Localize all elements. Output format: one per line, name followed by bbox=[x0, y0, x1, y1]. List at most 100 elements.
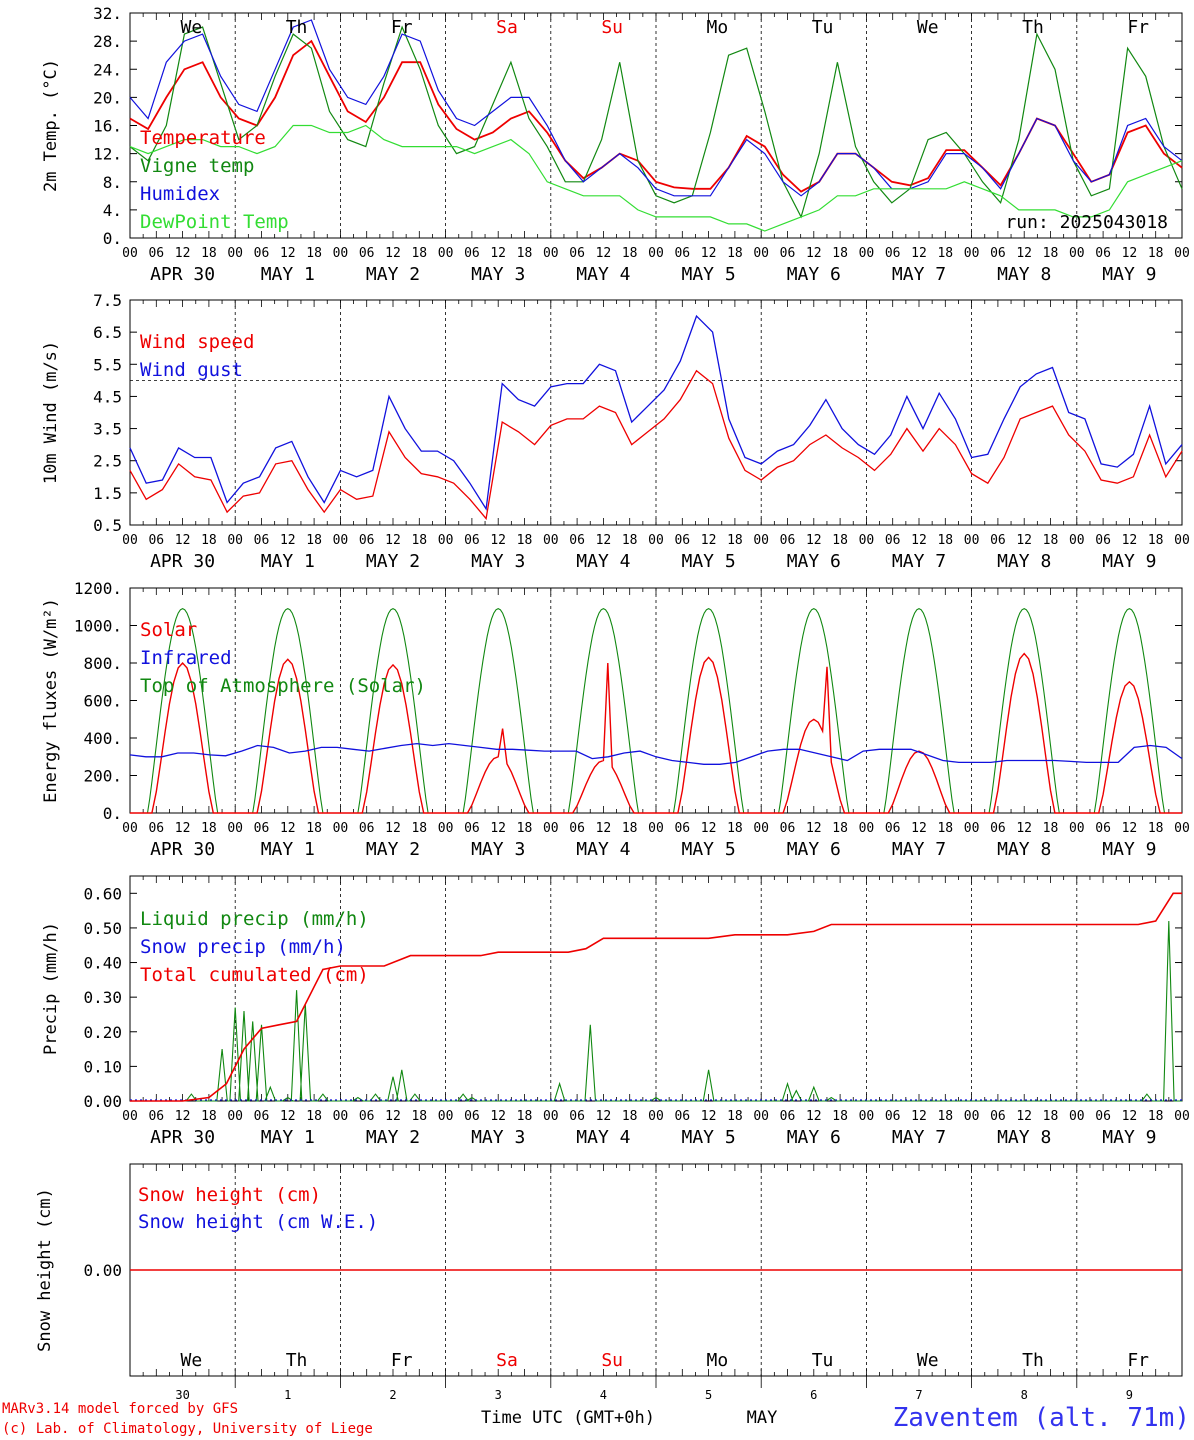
y-axis-label: Snow height (cm) bbox=[35, 1188, 55, 1352]
hour-tick-label: 18 bbox=[832, 246, 848, 261]
hour-tick-label: 18 bbox=[411, 533, 427, 548]
hour-tick-label: 00 bbox=[227, 246, 243, 261]
panel-frame bbox=[129, 587, 1183, 814]
hour-tick-label: 12 bbox=[280, 533, 296, 548]
y-tick-label: 3.5 bbox=[93, 420, 122, 439]
hour-tick-label: 12 bbox=[596, 533, 612, 548]
day-of-week-label: Fr bbox=[391, 1350, 413, 1371]
hour-tick-label: 18 bbox=[727, 533, 743, 548]
hour-tick-label: 00 bbox=[1174, 533, 1190, 548]
hour-tick-label: 18 bbox=[306, 246, 322, 261]
hour-tick-label: 12 bbox=[806, 821, 822, 836]
hour-tick-label: 12 bbox=[596, 821, 612, 836]
day-date-label: MAY 2 bbox=[366, 264, 420, 285]
hour-tick-label: 18 bbox=[727, 1109, 743, 1124]
hour-tick-label: 12 bbox=[385, 821, 401, 836]
hour-tick-label: 12 bbox=[490, 533, 506, 548]
hour-tick-label: 00 bbox=[1069, 533, 1085, 548]
hour-tick-label: 06 bbox=[780, 533, 796, 548]
day-number-label: 3 bbox=[495, 1388, 502, 1402]
series-total-cumulated bbox=[130, 892, 1182, 1102]
day-date-label: MAY 5 bbox=[682, 264, 736, 285]
hour-tick-label: 06 bbox=[674, 821, 690, 836]
hour-tick-label: 06 bbox=[674, 246, 690, 261]
time-axis-label: Time UTC (GMT+0h) bbox=[481, 1408, 655, 1428]
day-number-label: 5 bbox=[705, 1388, 712, 1402]
day-of-week-label: Th bbox=[286, 1350, 308, 1371]
hour-tick-label: 18 bbox=[937, 821, 953, 836]
day-date-label: MAY 9 bbox=[1102, 264, 1156, 285]
day-date-label: MAY 3 bbox=[471, 264, 525, 285]
hour-tick-label: 06 bbox=[674, 533, 690, 548]
hour-tick-label: 00 bbox=[438, 246, 454, 261]
hour-tick-label: 00 bbox=[438, 533, 454, 548]
hour-tick-label: 18 bbox=[306, 1109, 322, 1124]
y-tick-label: 0.00 bbox=[83, 1261, 122, 1280]
day-of-week-label: Tu bbox=[812, 17, 834, 38]
hour-tick-label: 12 bbox=[1016, 1109, 1032, 1124]
day-date-label: MAY 3 bbox=[471, 1127, 525, 1148]
day-of-week-label: Mo bbox=[707, 17, 729, 38]
hour-tick-label: 00 bbox=[227, 533, 243, 548]
hour-tick-label: 18 bbox=[937, 1109, 953, 1124]
day-date-label: MAY 7 bbox=[892, 264, 946, 285]
day-of-week-label: Su bbox=[601, 1350, 623, 1371]
legend-solar: Solar bbox=[140, 619, 197, 641]
y-tick-label: 1.5 bbox=[93, 484, 122, 503]
legend-infrared: Infrared bbox=[140, 647, 232, 669]
hour-tick-label: 12 bbox=[280, 246, 296, 261]
day-of-week-label: We bbox=[917, 1350, 939, 1371]
hour-tick-label: 06 bbox=[254, 533, 270, 548]
hour-tick-label: 12 bbox=[701, 821, 717, 836]
y-tick-label: 800. bbox=[83, 654, 122, 673]
hour-tick-label: 00 bbox=[964, 1109, 980, 1124]
hour-tick-label: 00 bbox=[1069, 246, 1085, 261]
legend-snow-height-cm-: Snow height (cm) bbox=[138, 1184, 321, 1206]
day-number-label: 30 bbox=[175, 1388, 189, 1402]
hour-tick-label: 06 bbox=[780, 821, 796, 836]
day-date-label: MAY 6 bbox=[787, 264, 841, 285]
day-of-week-label: Th bbox=[286, 17, 308, 38]
y-tick-label: 0.00 bbox=[83, 1092, 122, 1111]
hour-tick-label: 18 bbox=[1043, 821, 1059, 836]
hour-tick-label: 18 bbox=[201, 533, 217, 548]
hour-tick-label: 18 bbox=[1148, 821, 1164, 836]
day-number-label: 2 bbox=[389, 1388, 396, 1402]
day-date-label: APR 30 bbox=[150, 1127, 215, 1148]
credit-line-1: MARv3.14 model forced by GFS bbox=[2, 1401, 238, 1417]
day-of-week-label: Tu bbox=[812, 1350, 834, 1371]
hour-tick-label: 18 bbox=[517, 821, 533, 836]
day-date-label: MAY 8 bbox=[997, 1127, 1051, 1148]
hour-tick-label: 00 bbox=[648, 533, 664, 548]
y-tick-label: 7.5 bbox=[93, 291, 122, 310]
hour-tick-label: 06 bbox=[885, 533, 901, 548]
hour-tick-label: 00 bbox=[859, 246, 875, 261]
y-tick-label: 0.5 bbox=[93, 516, 122, 535]
station-label: Zaventem (alt. 71m) bbox=[893, 1403, 1190, 1433]
hour-tick-label: 18 bbox=[1148, 1109, 1164, 1124]
y-tick-label: 0.20 bbox=[83, 1023, 122, 1042]
hour-tick-label: 12 bbox=[175, 246, 191, 261]
hour-tick-label: 00 bbox=[438, 1109, 454, 1124]
hour-tick-label: 00 bbox=[859, 821, 875, 836]
legend-temperature: Temperature bbox=[140, 127, 266, 149]
day-date-label: MAY 7 bbox=[892, 551, 946, 572]
run-label: run: 2025043018 bbox=[1005, 212, 1168, 233]
hour-tick-label: 12 bbox=[1016, 246, 1032, 261]
hour-tick-label: 12 bbox=[911, 821, 927, 836]
y-axis-label: Precip (mm/h) bbox=[41, 922, 61, 1055]
day-date-label: MAY 4 bbox=[576, 264, 630, 285]
y-axis-label: Energy fluxes (W/m²) bbox=[41, 598, 61, 803]
hour-tick-label: 00 bbox=[122, 1109, 138, 1124]
hour-tick-label: 00 bbox=[227, 1109, 243, 1124]
hour-tick-label: 06 bbox=[464, 1109, 480, 1124]
hour-tick-label: 00 bbox=[1174, 1109, 1190, 1124]
day-date-label: MAY 9 bbox=[1102, 1127, 1156, 1148]
day-number-label: 1 bbox=[284, 1388, 291, 1402]
day-number-label: 6 bbox=[810, 1388, 817, 1402]
day-date-label: APR 30 bbox=[150, 264, 215, 285]
y-tick-label: 600. bbox=[83, 692, 122, 711]
day-date-label: MAY 9 bbox=[1102, 839, 1156, 860]
day-date-label: MAY 8 bbox=[997, 264, 1051, 285]
